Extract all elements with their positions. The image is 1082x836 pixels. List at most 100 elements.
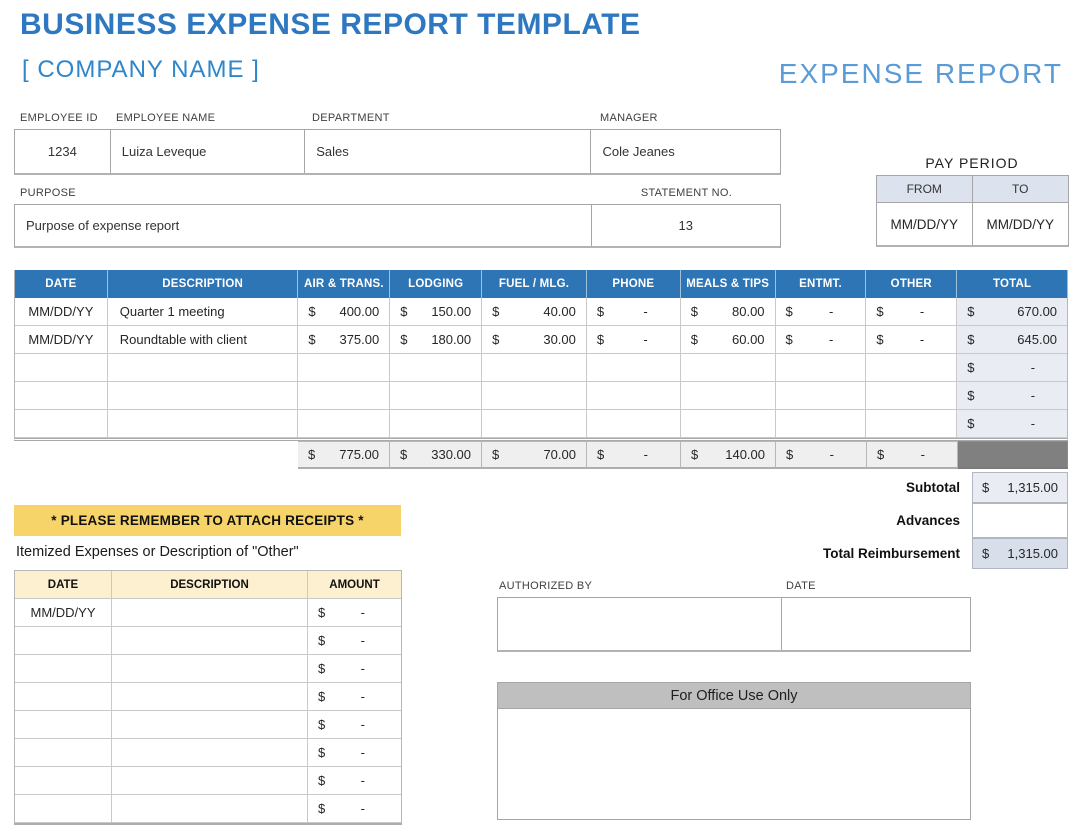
expense-amount-cell[interactable]: $ - — [866, 326, 958, 354]
expense-amount-cell[interactable]: $80.00 — [680, 298, 776, 326]
itemized-row: $ - — [15, 739, 401, 767]
itemized-amount-cell[interactable]: $ - — [308, 627, 401, 655]
itemized-column-header: DATE — [15, 571, 112, 599]
expense-amount-cell[interactable] — [775, 354, 867, 382]
itemized-date-cell[interactable] — [15, 711, 112, 739]
itemized-description-cell[interactable] — [112, 599, 308, 627]
expense-amount-cell[interactable] — [390, 354, 483, 382]
expense-amount-cell[interactable]: $180.00 — [390, 326, 483, 354]
expense-amount-cell[interactable] — [680, 382, 776, 410]
itemized-amount-cell[interactable]: $ - — [308, 767, 401, 795]
statement-no-label: STATEMENT NO. — [640, 187, 733, 199]
date-cell[interactable]: MM/DD/YY — [15, 326, 108, 354]
expense-amount-cell[interactable]: $ - — [586, 298, 681, 326]
expense-amount-cell[interactable] — [866, 382, 958, 410]
expense-amount-cell[interactable] — [680, 410, 776, 438]
description-cell[interactable]: Quarter 1 meeting — [107, 298, 299, 326]
expense-amount-cell[interactable] — [298, 382, 391, 410]
description-cell[interactable]: Roundtable with client — [107, 326, 299, 354]
manager-label: MANAGER — [600, 112, 658, 124]
itemized-description-cell[interactable] — [112, 711, 308, 739]
expense-amount-cell[interactable]: $ - — [866, 298, 958, 326]
expense-amount-cell[interactable]: $400.00 — [298, 298, 391, 326]
authorized-by-box[interactable] — [498, 598, 782, 650]
column-total-cell: $775.00 — [298, 441, 390, 469]
date-cell[interactable] — [15, 410, 108, 438]
employee-name-value[interactable]: Luiza Leveque — [111, 130, 306, 173]
itemized-date-cell[interactable] — [15, 627, 112, 655]
advances-value[interactable] — [972, 503, 1068, 538]
itemized-amount-cell[interactable]: $ - — [308, 795, 401, 823]
pay-period-from-value[interactable]: MM/DD/YY — [877, 203, 973, 245]
date-cell[interactable]: MM/DD/YY — [15, 298, 108, 326]
itemized-date-cell[interactable] — [15, 767, 112, 795]
employee-id-value[interactable]: 1234 — [15, 130, 111, 173]
itemized-amount-cell[interactable]: $ - — [308, 739, 401, 767]
itemized-date-cell[interactable]: MM/DD/YY — [15, 599, 112, 627]
expense-amount-cell[interactable] — [586, 354, 681, 382]
expense-amount-cell[interactable]: $ - — [775, 326, 867, 354]
itemized-date-cell[interactable] — [15, 683, 112, 711]
itemized-date-cell[interactable] — [15, 655, 112, 683]
expense-amount-cell[interactable] — [390, 382, 483, 410]
itemized-amount-cell[interactable]: $ - — [308, 711, 401, 739]
expense-amount-cell[interactable]: $ - — [586, 326, 681, 354]
expense-amount-cell[interactable]: $40.00 — [482, 298, 587, 326]
itemized-description-cell[interactable] — [112, 767, 308, 795]
expense-amount-cell[interactable] — [390, 410, 483, 438]
expense-amount-cell[interactable]: $30.00 — [482, 326, 587, 354]
report-type-label: EXPENSE REPORT — [778, 58, 1063, 89]
itemized-date-cell[interactable] — [15, 795, 112, 823]
description-cell[interactable] — [107, 382, 299, 410]
date-cell[interactable] — [15, 354, 108, 382]
itemized-description-cell[interactable] — [112, 795, 308, 823]
itemized-description-cell[interactable] — [112, 627, 308, 655]
manager-value[interactable]: Cole Jeanes — [602, 144, 675, 159]
date-cell[interactable] — [15, 382, 108, 410]
pay-period-to-value[interactable]: MM/DD/YY — [986, 216, 1055, 232]
department-value[interactable]: Sales — [305, 130, 592, 173]
receipts-banner: * PLEASE REMEMBER TO ATTACH RECEIPTS * — [14, 505, 401, 536]
itemized-date-cell[interactable] — [15, 739, 112, 767]
expense-amount-cell[interactable]: $60.00 — [680, 326, 776, 354]
expense-amount-cell[interactable] — [482, 410, 587, 438]
expense-amount-cell[interactable] — [586, 382, 681, 410]
row-total-cell: $645.00 — [957, 326, 1068, 354]
expense-amount-cell[interactable] — [866, 410, 958, 438]
column-total-cell: $330.00 — [390, 441, 482, 469]
expense-amount-cell[interactable]: $ - — [775, 298, 867, 326]
itemized-amount-cell[interactable]: $ - — [308, 683, 401, 711]
expense-amount-cell[interactable] — [866, 354, 958, 382]
pay-period-title: PAY PERIOD — [925, 155, 1019, 171]
pay-period-table: FROM TO MM/DD/YY MM/DD/YY — [876, 175, 1069, 247]
column-header: OTHER — [866, 270, 958, 298]
expense-amount-cell[interactable] — [775, 382, 867, 410]
authorization-date-box[interactable] — [782, 598, 970, 650]
company-name[interactable]: [ COMPANY NAME ] — [22, 56, 260, 83]
itemized-amount-cell[interactable]: $ - — [308, 599, 401, 627]
office-use-area[interactable] — [498, 709, 970, 820]
expense-amount-cell[interactable]: $375.00 — [298, 326, 391, 354]
expense-amount-cell[interactable] — [298, 410, 391, 438]
expense-amount-cell[interactable] — [775, 410, 867, 438]
statement-no-value[interactable]: 13 — [678, 218, 693, 233]
itemized-amount-cell[interactable]: $ - — [308, 655, 401, 683]
expense-amount-cell[interactable]: $150.00 — [390, 298, 483, 326]
itemized-row: $ - — [15, 683, 401, 711]
expense-amount-cell[interactable] — [298, 354, 391, 382]
column-total-cell: $70.00 — [482, 441, 587, 469]
expense-amount-cell[interactable] — [482, 354, 587, 382]
expense-amount-cell[interactable] — [482, 382, 587, 410]
itemized-description-cell[interactable] — [112, 655, 308, 683]
purpose-value[interactable]: Purpose of expense report — [15, 205, 592, 246]
authorized-by-label: AUTHORIZED BY — [499, 580, 593, 592]
description-cell[interactable] — [107, 410, 299, 438]
description-cell[interactable] — [107, 354, 299, 382]
expense-amount-cell[interactable] — [586, 410, 681, 438]
itemized-description-cell[interactable] — [112, 739, 308, 767]
column-total-cell: $ - — [867, 441, 958, 469]
expense-amount-cell[interactable] — [680, 354, 776, 382]
grand-total-dark-cell — [958, 441, 1068, 469]
itemized-description-cell[interactable] — [112, 683, 308, 711]
